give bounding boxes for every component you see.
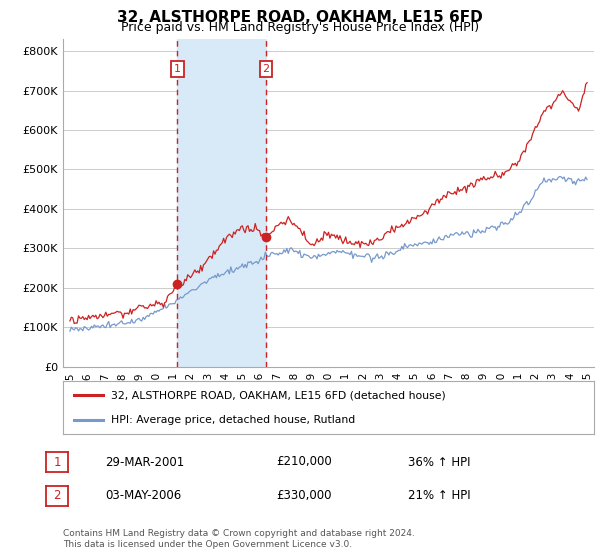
Text: 1: 1 bbox=[53, 455, 61, 469]
Text: 29-MAR-2001: 29-MAR-2001 bbox=[105, 455, 184, 469]
Text: £330,000: £330,000 bbox=[276, 489, 331, 502]
Text: 2: 2 bbox=[262, 64, 269, 74]
Text: 21% ↑ HPI: 21% ↑ HPI bbox=[408, 489, 470, 502]
Bar bbox=[178, 39, 266, 367]
Text: Price paid vs. HM Land Registry's House Price Index (HPI): Price paid vs. HM Land Registry's House … bbox=[121, 21, 479, 34]
Text: 1: 1 bbox=[174, 64, 181, 74]
Text: HPI: Average price, detached house, Rutland: HPI: Average price, detached house, Rutl… bbox=[111, 414, 355, 424]
Text: 36% ↑ HPI: 36% ↑ HPI bbox=[408, 455, 470, 469]
Text: 03-MAY-2006: 03-MAY-2006 bbox=[105, 489, 181, 502]
Text: £210,000: £210,000 bbox=[276, 455, 332, 469]
Text: Contains HM Land Registry data © Crown copyright and database right 2024.
This d: Contains HM Land Registry data © Crown c… bbox=[63, 529, 415, 549]
Text: 32, ALSTHORPE ROAD, OAKHAM, LE15 6FD (detached house): 32, ALSTHORPE ROAD, OAKHAM, LE15 6FD (de… bbox=[111, 390, 446, 400]
Text: 32, ALSTHORPE ROAD, OAKHAM, LE15 6FD: 32, ALSTHORPE ROAD, OAKHAM, LE15 6FD bbox=[117, 10, 483, 25]
Text: 2: 2 bbox=[53, 489, 61, 502]
